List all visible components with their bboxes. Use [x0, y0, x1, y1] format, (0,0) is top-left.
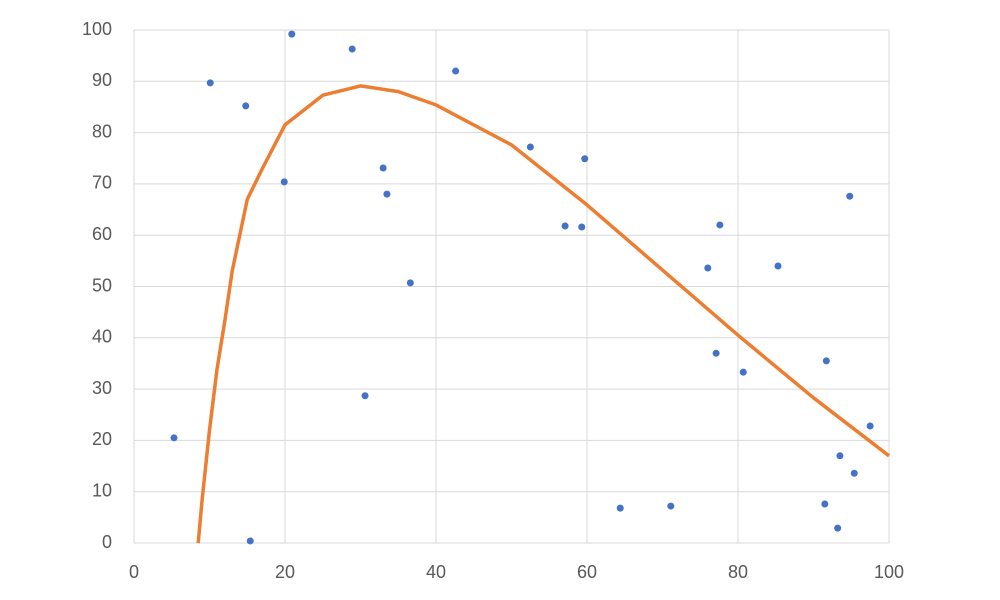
- x-tick-label: 100: [874, 562, 904, 582]
- data-point: [716, 221, 724, 229]
- data-point: [361, 392, 369, 400]
- data-point: [246, 537, 254, 545]
- x-tick-label: 60: [577, 562, 597, 582]
- y-tick-label: 0: [102, 532, 112, 552]
- x-tick-label: 20: [275, 562, 295, 582]
- data-point: [836, 452, 844, 460]
- y-tick-label: 100: [82, 19, 112, 39]
- trend-line: [196, 84, 891, 544]
- data-point: [821, 500, 829, 508]
- y-tick-label: 70: [92, 173, 112, 193]
- x-tick-label: 40: [426, 562, 446, 582]
- data-point: [348, 45, 356, 53]
- data-point: [288, 30, 296, 38]
- y-tick-label: 50: [92, 275, 112, 295]
- data-point: [242, 102, 250, 110]
- data-point: [561, 222, 569, 230]
- data-point: [822, 357, 830, 365]
- y-tick-label: 30: [92, 378, 112, 398]
- data-point: [578, 223, 586, 231]
- data-point: [712, 349, 720, 357]
- y-tick-label: 60: [92, 224, 112, 244]
- data-point: [280, 178, 288, 186]
- data-point: [526, 143, 534, 151]
- y-tick-label: 40: [92, 327, 112, 347]
- data-point: [866, 422, 874, 430]
- data-point: [206, 79, 214, 87]
- data-point: [834, 524, 842, 532]
- data-point: [406, 279, 414, 287]
- data-point: [774, 262, 782, 270]
- data-point: [170, 434, 178, 442]
- data-point: [704, 264, 712, 272]
- y-tick-label: 20: [92, 429, 112, 449]
- data-point: [846, 192, 854, 200]
- data-point: [383, 190, 391, 198]
- data-point: [452, 67, 460, 75]
- x-tick-label: 80: [728, 562, 748, 582]
- y-tick-label: 90: [92, 70, 112, 90]
- data-point: [667, 502, 675, 510]
- data-point: [616, 504, 624, 512]
- y-tick-label: 80: [92, 121, 112, 141]
- data-point: [739, 368, 747, 376]
- x-tick-label: 0: [129, 562, 139, 582]
- data-point: [581, 155, 589, 163]
- y-tick-label: 10: [92, 480, 112, 500]
- data-point: [379, 164, 387, 172]
- data-point: [850, 469, 858, 477]
